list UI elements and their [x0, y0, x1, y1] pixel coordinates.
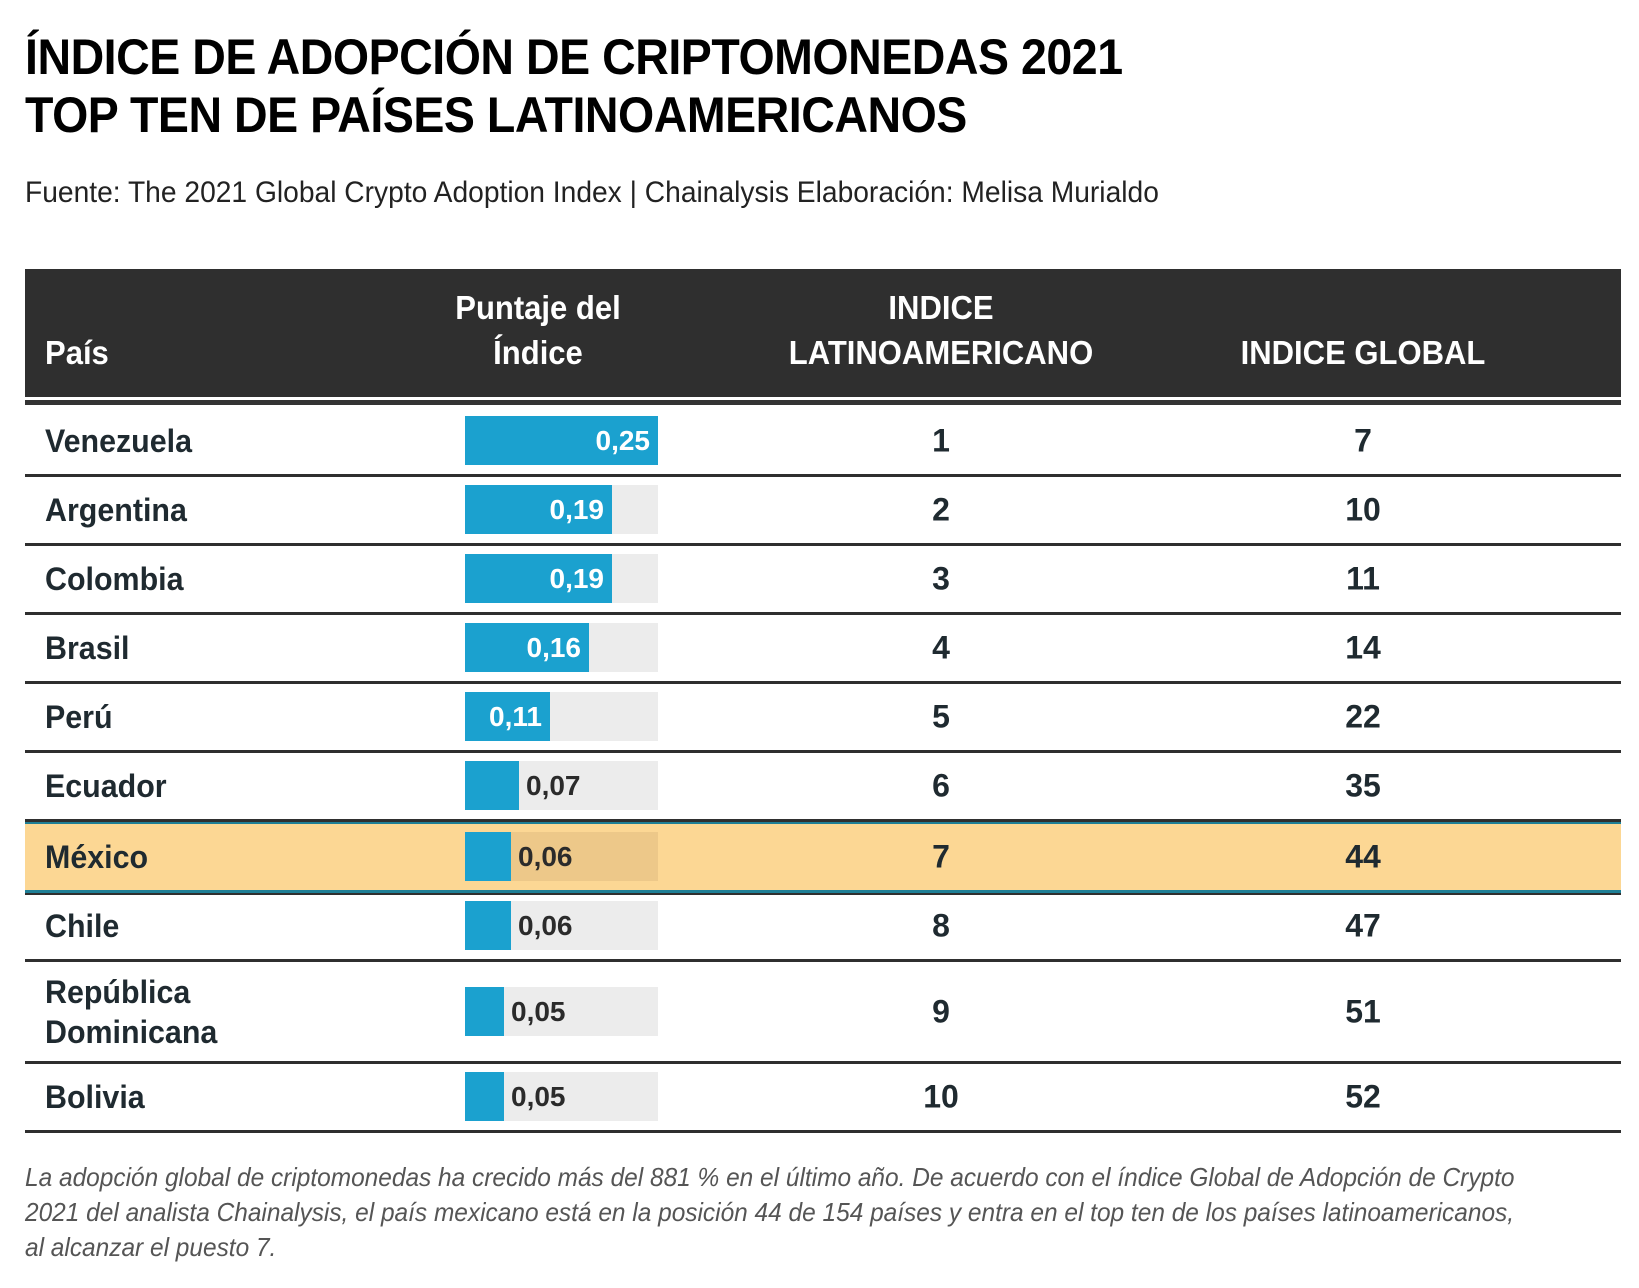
latam-rank: 4 — [932, 629, 950, 666]
score-label: 0,06 — [518, 841, 573, 872]
score-bar-track: 0,16 — [465, 623, 658, 672]
country-name: Perú — [45, 699, 113, 735]
global-rank: 7 — [1354, 422, 1372, 459]
score-bar-track: 0,19 — [465, 485, 658, 534]
column-header-global-index: INDICE GLOBAL — [1224, 330, 1502, 375]
latam-rank: 9 — [932, 993, 950, 1029]
table-row: Bolivia 0,05 10 52 — [25, 1064, 1621, 1133]
footnote: La adopción global de criptomonedas ha c… — [25, 1162, 1515, 1262]
table-row: Chile 0,06 8 47 — [25, 893, 1621, 962]
column-header-latam-index: INDICE LATINOAMERICANO — [757, 285, 1125, 375]
column-header-latam-line-2: LATINOAMERICANO — [788, 334, 1094, 371]
column-header-score-line-1: Puntaje del — [455, 289, 621, 326]
country-name: Bolivia — [45, 1079, 145, 1115]
score-bar — [465, 901, 511, 950]
chart-title-line-2: TOP TEN DE PAÍSES LATINOAMERICANOS — [25, 87, 967, 143]
score-bar — [465, 692, 550, 741]
column-header-score: Puntaje del Índice — [425, 285, 651, 375]
score-label: 0,19 — [549, 563, 605, 594]
ranking-table: País Puntaje del Índice INDICE LATINOAME… — [25, 269, 1621, 1133]
table-row: Venezuela 0,25 1 7 — [25, 408, 1621, 477]
table-row: República Dominicana 0,05 9 51 — [25, 962, 1621, 1064]
global-rank: 35 — [1345, 767, 1381, 804]
score-bar — [465, 416, 658, 465]
global-rank: 11 — [1346, 560, 1380, 597]
chart-title: ÍNDICE DE ADOPCIÓN DE CRIPTOMONEDAS 2021… — [25, 28, 1123, 144]
score-bar — [465, 554, 612, 603]
score-bar-track: 0,11 — [465, 692, 658, 741]
global-rank: 10 — [1345, 491, 1381, 528]
column-header-latam-line-1: INDICE — [888, 289, 994, 326]
country-name: México — [45, 839, 149, 875]
latam-rank: 10 — [923, 1078, 959, 1115]
global-rank: 51 — [1345, 993, 1381, 1029]
score-bar — [465, 986, 504, 1036]
global-rank: 14 — [1345, 629, 1381, 666]
score-bar — [465, 623, 589, 672]
global-rank: 52 — [1345, 1078, 1381, 1115]
score-bar-track: 0,06 — [465, 901, 658, 950]
latam-rank: 3 — [932, 560, 950, 597]
score-label: 0,16 — [526, 632, 582, 663]
country-name: Venezuela — [45, 423, 193, 459]
table-body: Venezuela 0,25 1 7 Argentina 0,19 2 10 Colombia 0… — [25, 408, 1621, 1133]
score-bar-track: 0,25 — [465, 416, 658, 465]
latam-rank: 2 — [932, 491, 950, 528]
table-row: México 0,06 7 44 — [25, 822, 1621, 893]
table-row: Colombia 0,19 3 11 — [25, 546, 1621, 615]
latam-rank: 1 — [932, 422, 950, 459]
latam-rank: 8 — [932, 907, 950, 944]
score-label: 0,25 — [595, 425, 651, 456]
country-name: Brasil — [45, 630, 130, 666]
table-row: Ecuador 0,07 6 35 — [25, 753, 1621, 822]
column-header-score-line-2: Índice — [493, 334, 583, 371]
country-name: Ecuador — [45, 768, 167, 804]
score-bar — [465, 1072, 504, 1121]
table-row: Argentina 0,19 2 10 — [25, 477, 1621, 546]
score-bar — [465, 832, 511, 881]
global-rank: 47 — [1345, 907, 1381, 944]
score-bar-track: 0,19 — [465, 554, 658, 603]
column-header-country-line: País — [45, 334, 109, 371]
latam-rank: 5 — [932, 698, 950, 735]
global-rank: 22 — [1345, 698, 1381, 735]
source-subtitle: Fuente: The 2021 Global Crypto Adoption … — [25, 176, 1159, 209]
country-name: República Dominicana — [45, 973, 218, 1050]
score-bar-track: 0,07 — [465, 761, 658, 810]
column-header-country: País — [45, 330, 109, 375]
score-label: 0,19 — [549, 494, 605, 525]
table-row: Brasil 0,16 4 14 — [25, 615, 1621, 684]
table-header: País Puntaje del Índice INDICE LATINOAME… — [25, 269, 1621, 400]
score-bar — [465, 485, 612, 534]
score-label: 0,05 — [511, 1081, 566, 1112]
score-bar-track: 0,05 — [465, 1072, 658, 1121]
country-name: Argentina — [45, 492, 187, 528]
score-label: 0,11 — [489, 701, 542, 732]
score-label: 0,07 — [526, 770, 581, 801]
column-header-global-line: INDICE GLOBAL — [1240, 334, 1486, 371]
chart-title-line-1: ÍNDICE DE ADOPCIÓN DE CRIPTOMONEDAS 2021 — [25, 29, 1123, 85]
latam-rank: 6 — [932, 767, 950, 804]
country-name: Colombia — [45, 561, 184, 597]
score-bar-track: 0,06 — [465, 832, 658, 881]
score-bar-track: 0,05 — [465, 986, 658, 1036]
table-row: Perú 0,11 5 22 — [25, 684, 1621, 753]
latam-rank: 7 — [932, 838, 950, 875]
country-name: Chile — [45, 908, 120, 944]
score-label: 0,05 — [511, 995, 566, 1027]
score-bar — [465, 761, 519, 810]
score-label: 0,06 — [518, 910, 573, 941]
global-rank: 44 — [1345, 838, 1381, 875]
